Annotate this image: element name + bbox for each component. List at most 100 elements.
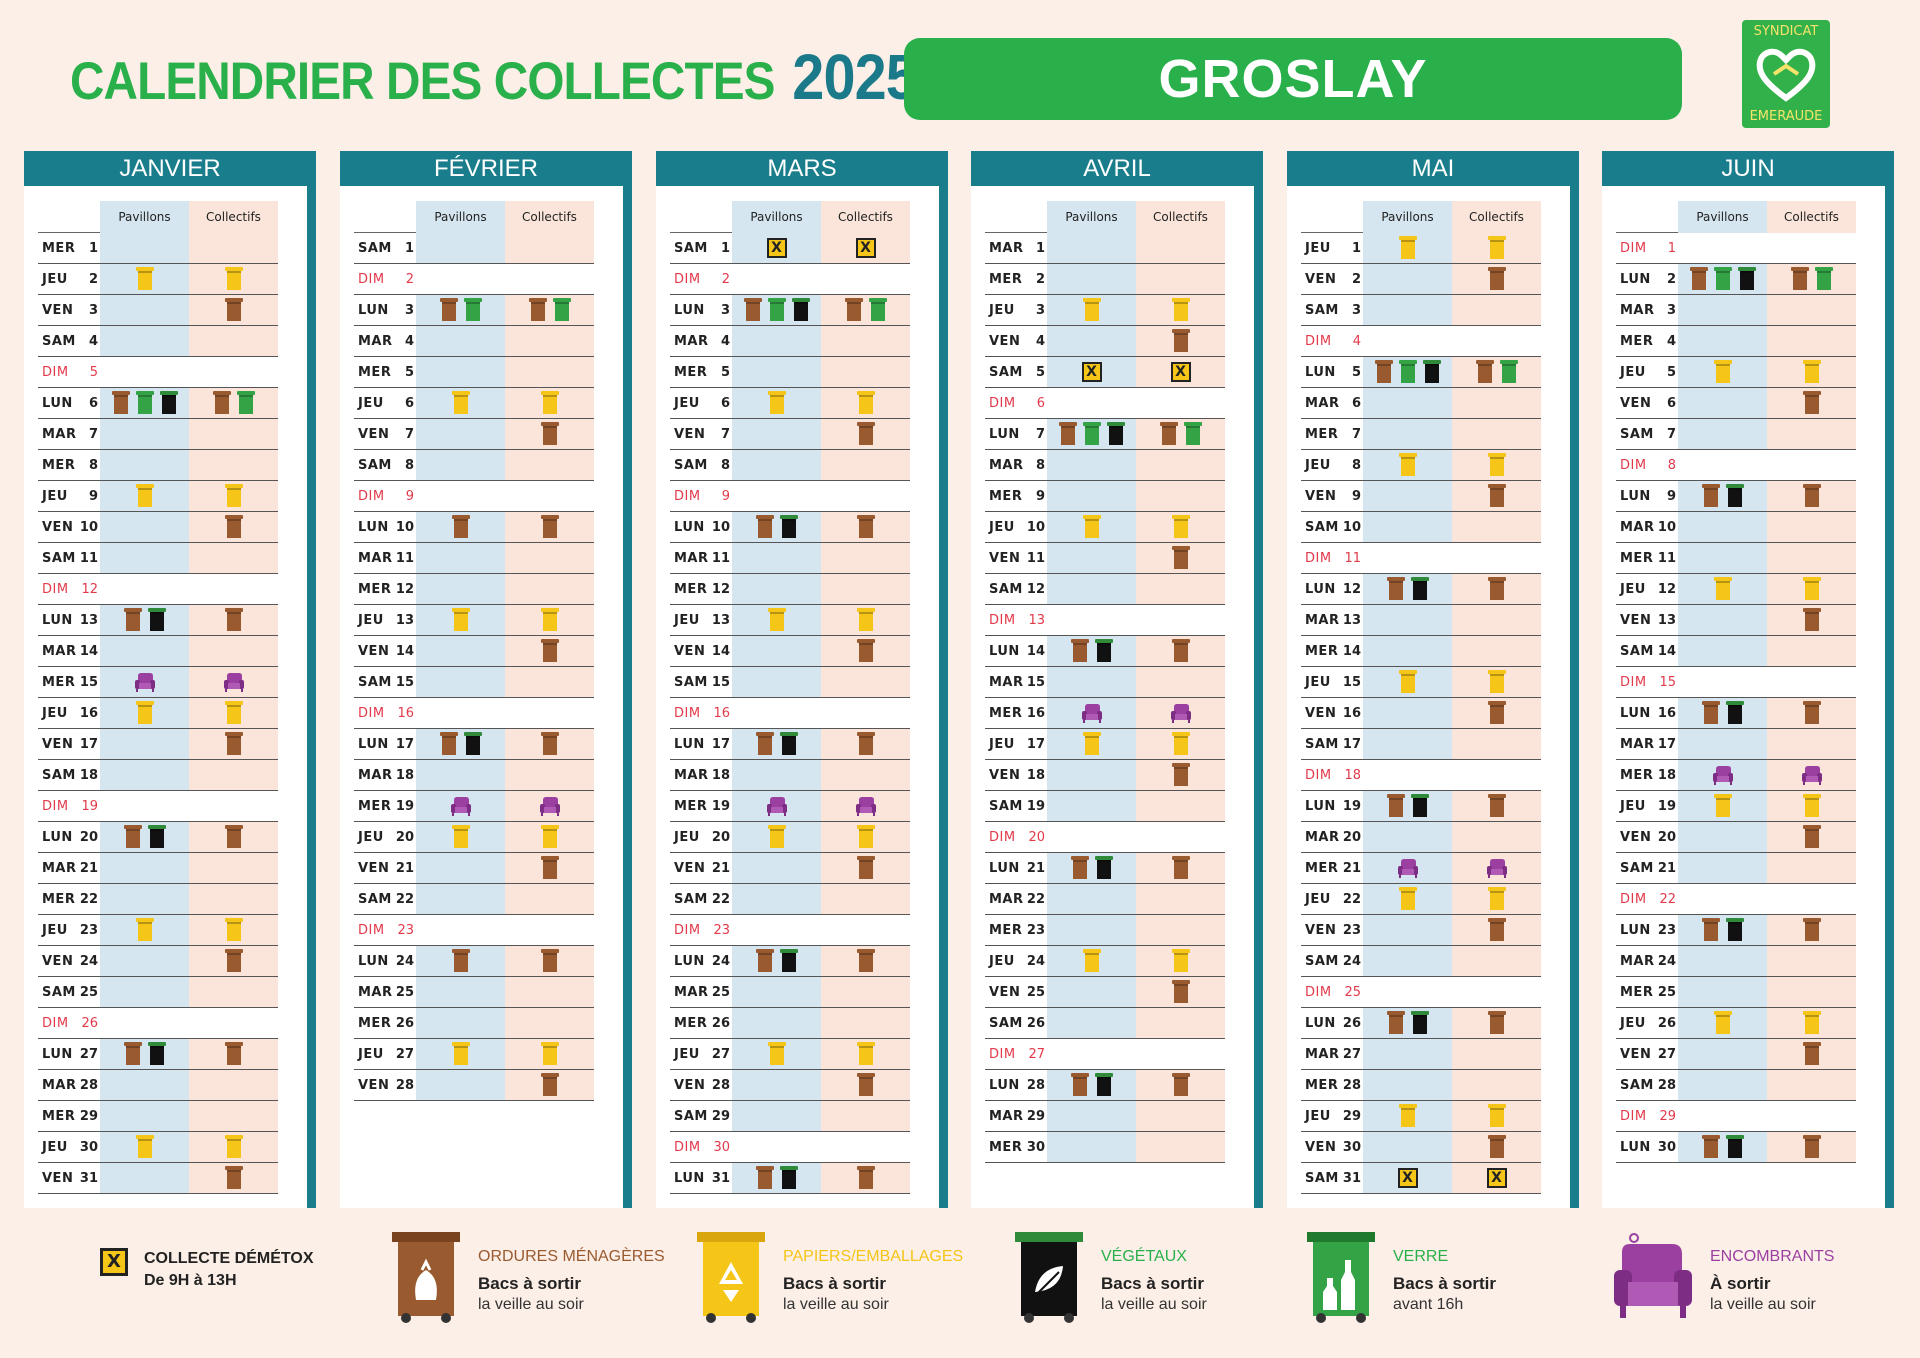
pavillons-icons (1363, 391, 1452, 415)
day-number: 1 (1667, 241, 1676, 256)
pavillons-icons: X (1047, 360, 1136, 384)
collectifs-cell (189, 1101, 278, 1131)
day-number: 8 (88, 458, 98, 473)
day-number: 13 (395, 613, 414, 628)
yellow-bin-icon (1802, 794, 1821, 817)
day-row: SAM 18 (38, 760, 278, 791)
day-row: SAM 31 X X (1301, 1163, 1541, 1194)
green-bin-icon (1183, 422, 1202, 445)
collectifs-cell (505, 977, 594, 1007)
collectifs-icons (1452, 949, 1541, 973)
pavillons-cell (1678, 667, 1767, 697)
weekday-label: JEU (358, 1047, 384, 1062)
collectifs-icons (189, 298, 278, 322)
collectifs-icons (189, 329, 278, 353)
collectifs-icons (1136, 794, 1225, 818)
day-row: MAR 25 (670, 977, 910, 1008)
collectifs-icons (189, 980, 278, 1004)
yellow-bin-icon (1713, 577, 1732, 600)
collectifs-cell (1767, 233, 1856, 263)
day-number: 21 (1026, 861, 1045, 876)
collectifs-icons (821, 1011, 910, 1035)
weekday-label: MER (1620, 985, 1654, 1000)
yellow-bin-icon (767, 391, 786, 414)
day-row: VEN 10 (38, 512, 278, 543)
day-number: 3 (1351, 303, 1361, 318)
pavillons-icons (732, 608, 821, 632)
collectifs-icons (505, 1073, 594, 1097)
day-row: DIM 4 (1301, 326, 1541, 357)
day-row: SAM 26 (985, 1008, 1225, 1039)
day-row: DIM 16 (354, 698, 594, 729)
collectifs-icons (821, 1166, 910, 1190)
collectifs-icons (189, 887, 278, 911)
day-row: MAR 25 (354, 977, 594, 1008)
brown-bin-icon (1487, 701, 1506, 724)
black-bin-icon (147, 825, 166, 848)
day-number: 18 (711, 768, 730, 783)
collectifs-icons (189, 267, 278, 291)
pavillons-icons (100, 1166, 189, 1190)
day-number: 4 (88, 334, 98, 349)
day-number: 8 (1035, 458, 1045, 473)
pavillons-icons (1678, 794, 1767, 818)
pavillons-icons: X (1363, 1166, 1452, 1190)
pavillons-cell (1363, 1132, 1452, 1162)
pavillons-cell (1678, 543, 1767, 573)
collectifs-header: Collectifs (1767, 201, 1856, 233)
yellow-bin-icon (451, 608, 470, 631)
day-number: 9 (721, 489, 730, 504)
day-row: SAM 24 (1301, 946, 1541, 977)
day-row: MER 25 (1616, 977, 1856, 1008)
day-number: 16 (1342, 706, 1361, 721)
pavillons-icons (100, 918, 189, 942)
pavillons-cell (100, 1101, 189, 1131)
green-bin-icon (463, 298, 482, 321)
day-row: LUN 7 (985, 419, 1225, 450)
day-number: 5 (89, 365, 98, 380)
collectifs-cell (1136, 388, 1225, 418)
collectifs-icons: X (821, 236, 910, 260)
encombrants-text: ENCOMBRANTS À sortir la veille au soir (1710, 1248, 1834, 1314)
pavillons-cell (100, 1008, 189, 1038)
day-row: VEN 14 (670, 636, 910, 667)
pavillons-icons (100, 422, 189, 446)
pavillons-cell (100, 729, 189, 759)
pavillons-icons (732, 1073, 821, 1097)
weekday-label: SAM (674, 675, 708, 690)
day-number: 27 (1657, 1047, 1676, 1062)
legend-encombrants: ENCOMBRANTS À sortir la veille au soir (1612, 1230, 1912, 1340)
collectifs-icons (821, 639, 910, 663)
day-number: 21 (1657, 861, 1676, 876)
day-number: 23 (1026, 923, 1045, 938)
day-row: MER 11 (1616, 543, 1856, 574)
collectifs-cell (1452, 1039, 1541, 1069)
collectifs-icons (1136, 856, 1225, 880)
day-row: SAM 1 X X (670, 233, 910, 264)
pavillons-icons (1363, 794, 1452, 818)
day-number: 15 (79, 675, 98, 690)
pavillons-cell (100, 419, 189, 449)
brown-bin-icon (224, 608, 243, 631)
pavillons-cell (732, 1163, 821, 1193)
pavillons-icons (1047, 236, 1136, 260)
day-number: 21 (395, 861, 414, 876)
weekday-label: VEN (989, 768, 1021, 783)
day-row: LUN 20 (38, 822, 278, 853)
collectifs-icons (1452, 546, 1541, 570)
day-number: 6 (720, 396, 730, 411)
demetox-icon: X (1397, 1168, 1418, 1188)
weekday-label: JEU (358, 830, 384, 845)
weekday-label: DIM (1620, 675, 1647, 690)
pavillons-cell (100, 822, 189, 852)
ordures-line2: la veille au soir (478, 1296, 584, 1313)
collectifs-cell (1136, 481, 1225, 511)
armchair-icon (223, 673, 244, 692)
weekday-label: DIM (1620, 241, 1647, 256)
yellow-bin-icon (1713, 360, 1732, 383)
verre-line2: avant 16h (1393, 1296, 1464, 1313)
collectifs-cell (1767, 419, 1856, 449)
collectifs-icons (1767, 484, 1856, 508)
collectifs-icons (1452, 422, 1541, 446)
encombrants-line1: À sortir (1710, 1274, 1771, 1293)
